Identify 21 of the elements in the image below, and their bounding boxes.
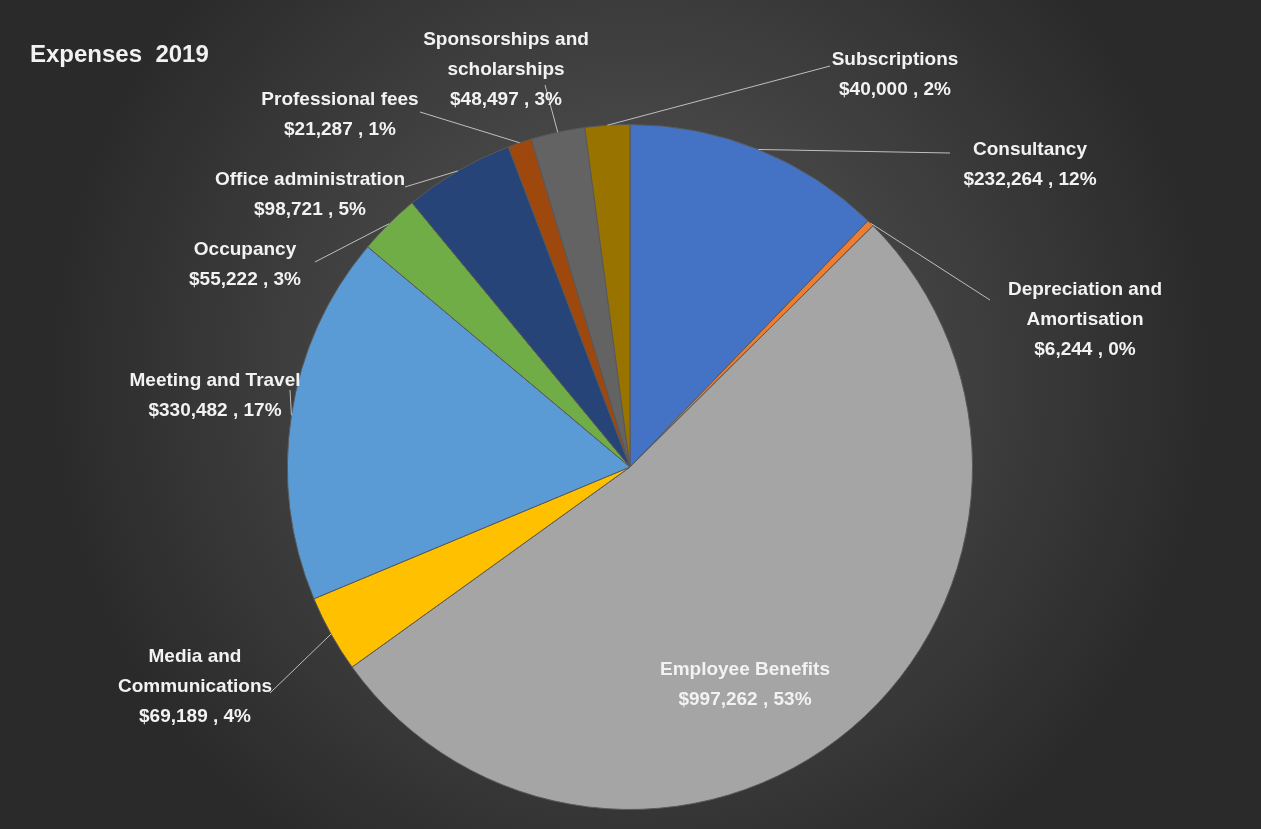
data-label: $232,264 , 12% xyxy=(963,168,1097,190)
data-label: $6,244 , 0% xyxy=(1034,338,1136,360)
slice-label: Meeting and Travel xyxy=(129,369,301,391)
slice-label: Professional fees xyxy=(261,88,419,110)
data-label: $330,482 , 17% xyxy=(148,399,282,421)
slice-label: Consultancy xyxy=(972,138,1088,160)
slice-label: Subscriptions xyxy=(831,48,959,70)
data-label: $48,497 , 3% xyxy=(450,88,563,110)
data-label: $55,222 , 3% xyxy=(189,268,302,290)
slice-label: Depreciation and Amortisation xyxy=(1007,278,1163,330)
data-label: $997,262 , 53% xyxy=(678,688,812,710)
data-label: $21,287 , 1% xyxy=(284,118,397,140)
data-label: $98,721 , 5% xyxy=(254,198,367,220)
slice-label: Employee Benefits xyxy=(660,658,830,680)
slice-label: Media and Communications xyxy=(117,645,273,697)
slice-label: Office administration xyxy=(214,168,406,190)
data-label: $69,189 , 4% xyxy=(139,705,252,727)
chart-title: Expenses 2019 xyxy=(30,39,209,67)
slice-label: Occupancy xyxy=(193,238,297,260)
slice-label: Sponsorships and scholarships xyxy=(423,28,589,80)
data-label: $40,000 , 2% xyxy=(839,78,952,100)
